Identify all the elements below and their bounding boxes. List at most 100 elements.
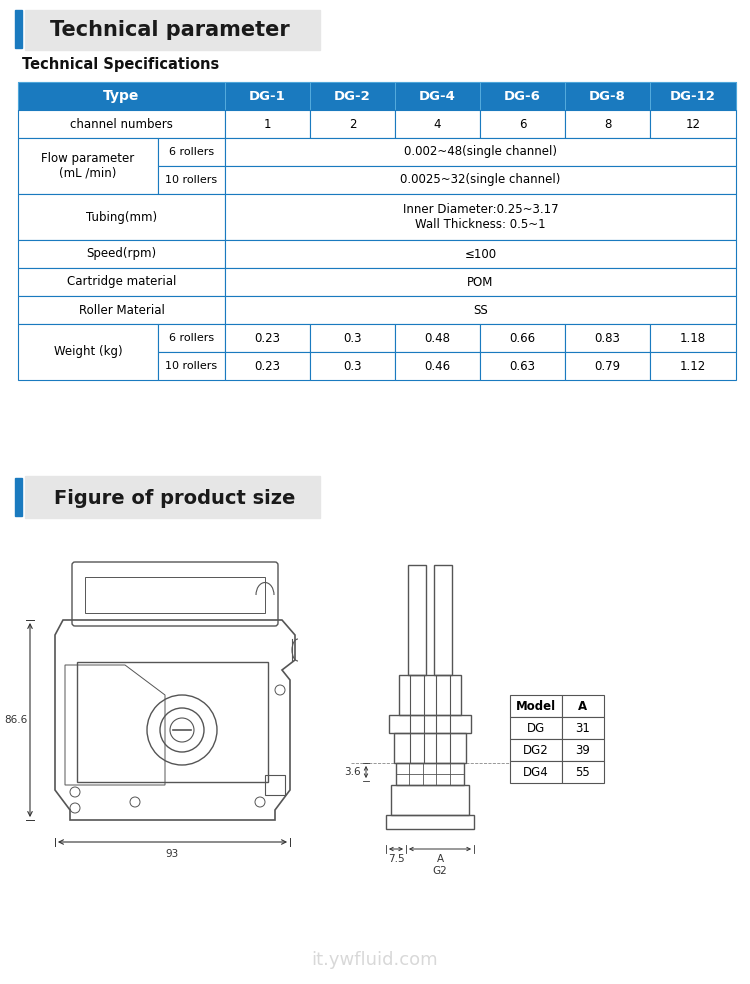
Bar bbox=[265, 775, 285, 795]
Text: DG-4: DG-4 bbox=[419, 90, 456, 102]
Text: DG4: DG4 bbox=[524, 766, 549, 778]
Text: Cartridge material: Cartridge material bbox=[67, 276, 176, 288]
Text: 4: 4 bbox=[433, 117, 441, 131]
Bar bbox=[408, 565, 426, 675]
Bar bbox=[15, 478, 22, 516]
Bar bbox=[510, 739, 562, 761]
Text: 0.83: 0.83 bbox=[595, 332, 620, 344]
Bar bbox=[436, 675, 450, 763]
Text: DG-1: DG-1 bbox=[249, 90, 286, 102]
Text: 55: 55 bbox=[576, 766, 590, 778]
Text: A: A bbox=[436, 854, 443, 864]
Text: Type: Type bbox=[104, 89, 140, 103]
Text: 0.23: 0.23 bbox=[254, 359, 280, 373]
Bar bbox=[18, 82, 736, 110]
Text: Roller Material: Roller Material bbox=[79, 303, 164, 317]
Bar bbox=[18, 138, 158, 194]
Bar bbox=[395, 324, 480, 352]
Bar bbox=[225, 194, 736, 240]
Bar bbox=[18, 240, 225, 268]
Bar bbox=[225, 296, 736, 324]
Bar bbox=[18, 82, 225, 110]
Bar bbox=[565, 352, 650, 380]
Text: 7.5: 7.5 bbox=[388, 854, 404, 864]
Text: 0.002~48(single channel): 0.002~48(single channel) bbox=[404, 146, 557, 158]
Text: 1: 1 bbox=[264, 117, 272, 131]
Text: 10 rollers: 10 rollers bbox=[166, 361, 218, 371]
Bar bbox=[434, 565, 452, 675]
Text: Technical parameter: Technical parameter bbox=[50, 20, 290, 40]
Text: channel numbers: channel numbers bbox=[70, 117, 173, 131]
Bar bbox=[77, 662, 268, 782]
Text: ≤100: ≤100 bbox=[464, 248, 496, 261]
Text: it.ywfluid.com: it.ywfluid.com bbox=[312, 951, 438, 969]
Text: Tubing(mm): Tubing(mm) bbox=[86, 211, 157, 223]
Bar bbox=[396, 763, 464, 785]
Bar bbox=[562, 695, 604, 717]
Text: Flow parameter
(mL /min): Flow parameter (mL /min) bbox=[41, 152, 135, 180]
Bar bbox=[480, 324, 565, 352]
Bar bbox=[225, 324, 310, 352]
Bar bbox=[562, 739, 604, 761]
Bar bbox=[480, 352, 565, 380]
Bar bbox=[650, 324, 736, 352]
Text: DG-8: DG-8 bbox=[589, 90, 626, 102]
Bar bbox=[15, 10, 22, 48]
Text: 12: 12 bbox=[686, 117, 700, 131]
Bar bbox=[18, 110, 225, 138]
Text: 0.0025~32(single channel): 0.0025~32(single channel) bbox=[400, 173, 561, 187]
Bar bbox=[395, 110, 480, 138]
Bar bbox=[565, 110, 650, 138]
Text: 2: 2 bbox=[349, 117, 356, 131]
Bar bbox=[310, 82, 395, 110]
Bar bbox=[399, 675, 461, 715]
Text: Speed(rpm): Speed(rpm) bbox=[86, 248, 157, 261]
Bar bbox=[25, 10, 320, 50]
Bar bbox=[565, 324, 650, 352]
Bar bbox=[18, 194, 225, 240]
Text: 6 rollers: 6 rollers bbox=[169, 333, 214, 343]
Bar bbox=[480, 82, 565, 110]
Bar bbox=[85, 577, 265, 613]
Bar bbox=[225, 110, 310, 138]
Bar bbox=[510, 761, 562, 783]
Text: Inner Diameter:0.25~3.17
Wall Thickness: 0.5~1: Inner Diameter:0.25~3.17 Wall Thickness:… bbox=[403, 203, 558, 231]
Bar bbox=[391, 785, 469, 815]
Bar bbox=[225, 138, 736, 166]
Bar bbox=[225, 352, 310, 380]
Text: 0.46: 0.46 bbox=[424, 359, 451, 373]
Bar bbox=[650, 352, 736, 380]
Text: 0.23: 0.23 bbox=[254, 332, 280, 344]
Bar bbox=[480, 110, 565, 138]
Text: Technical Specifications: Technical Specifications bbox=[22, 57, 219, 73]
Text: 0.79: 0.79 bbox=[595, 359, 620, 373]
Bar bbox=[386, 815, 474, 829]
Bar bbox=[562, 717, 604, 739]
Text: DG: DG bbox=[526, 721, 545, 734]
Text: 6: 6 bbox=[519, 117, 526, 131]
Text: 6 rollers: 6 rollers bbox=[169, 147, 214, 157]
Text: 31: 31 bbox=[575, 721, 590, 734]
Text: POM: POM bbox=[467, 276, 494, 288]
Text: 0.3: 0.3 bbox=[344, 359, 362, 373]
Text: DG-2: DG-2 bbox=[334, 90, 370, 102]
Bar bbox=[18, 296, 225, 324]
Bar bbox=[310, 110, 395, 138]
Bar bbox=[650, 110, 736, 138]
Bar bbox=[310, 352, 395, 380]
Bar bbox=[650, 82, 736, 110]
Text: 1.18: 1.18 bbox=[680, 332, 706, 344]
Text: A: A bbox=[578, 700, 587, 712]
Bar bbox=[158, 166, 225, 194]
Bar bbox=[510, 717, 562, 739]
Bar bbox=[389, 715, 471, 733]
Text: 0.63: 0.63 bbox=[509, 359, 536, 373]
Bar bbox=[562, 761, 604, 783]
Text: DG2: DG2 bbox=[524, 744, 549, 757]
Text: DG-6: DG-6 bbox=[504, 90, 541, 102]
Bar bbox=[225, 166, 736, 194]
Bar bbox=[510, 695, 562, 717]
Bar bbox=[25, 476, 320, 518]
Text: Weight (kg): Weight (kg) bbox=[54, 345, 122, 358]
Text: 0.66: 0.66 bbox=[509, 332, 536, 344]
